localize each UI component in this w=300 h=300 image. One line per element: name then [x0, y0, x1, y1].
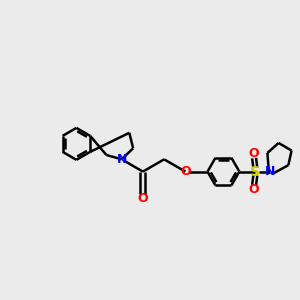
- Text: O: O: [249, 147, 260, 160]
- Text: O: O: [249, 183, 260, 196]
- Text: S: S: [250, 165, 260, 178]
- Text: N: N: [266, 165, 276, 178]
- Text: O: O: [180, 165, 191, 178]
- Text: O: O: [138, 192, 148, 205]
- Text: N: N: [116, 153, 127, 166]
